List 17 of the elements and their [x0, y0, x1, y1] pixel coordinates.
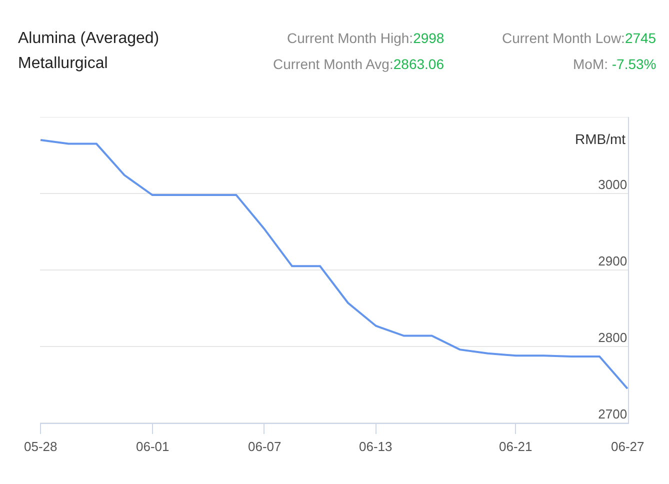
chart-title: Alumina (Averaged)	[18, 30, 160, 47]
y-axis-title: RMB/mt	[575, 131, 626, 147]
x-tick-label: 06-27	[611, 439, 644, 454]
chart-subtitle: Metallurgical	[18, 55, 108, 72]
y-tick-label: 2900	[598, 253, 628, 268]
y-tick-label: 2700	[598, 406, 628, 422]
text: Current Month Low:2745	[502, 30, 656, 46]
x-tick-label: 06-21	[499, 439, 532, 454]
x-tick-label: 06-07	[248, 439, 282, 454]
x-tick-label: 06-01	[136, 439, 170, 454]
text: Current Month Avg:2863.06	[273, 56, 444, 72]
text: MoM: -7.53%	[573, 56, 656, 72]
x-tick-label: 06-13	[359, 439, 392, 454]
x-tick-label: 05-28	[24, 439, 58, 454]
y-tick-label: 3000	[598, 176, 628, 192]
y-tick-label: 2800	[598, 330, 628, 345]
text: Current Month High:2998	[287, 30, 444, 46]
